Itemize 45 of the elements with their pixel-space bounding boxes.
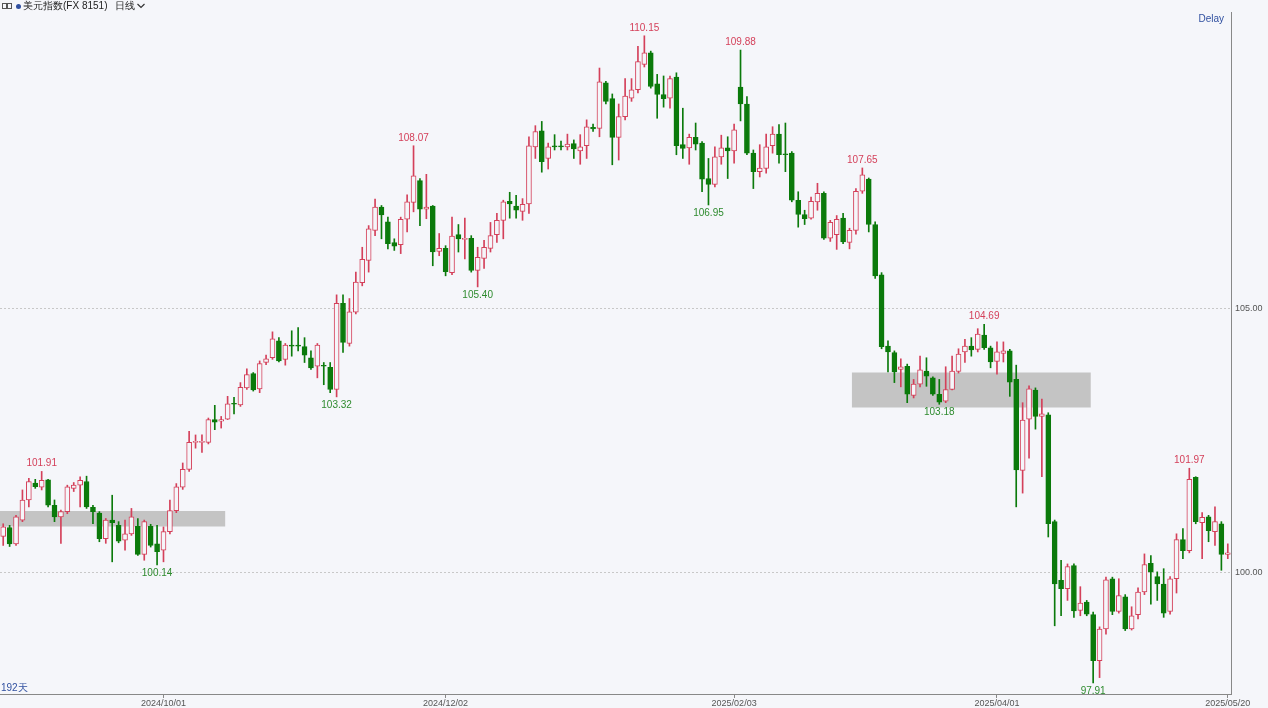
candlestick [320, 362, 327, 386]
candlestick [154, 525, 160, 566]
candlestick [1199, 512, 1205, 559]
annotation: 104.69 [968, 310, 1000, 322]
chart-subtitle: 日线 [115, 0, 136, 13]
candlestick [885, 340, 891, 373]
candlestick [1148, 555, 1154, 605]
candlestick [295, 327, 301, 352]
candlestick [654, 74, 660, 119]
annotation: 97.91 [1080, 684, 1107, 696]
candlestick [231, 397, 237, 415]
candlestick [218, 416, 225, 429]
annotation: 192天 [1, 681, 28, 695]
candlestick [897, 358, 904, 388]
annotation: Delay [1198, 13, 1224, 24]
chart-title: 美元指数(FX 8151) [23, 0, 108, 13]
annotation: 110.15 [629, 21, 660, 33]
annotation: 106.95 [693, 206, 725, 218]
y-tick-label: 105.00 [1235, 302, 1263, 313]
candlestick [58, 509, 64, 544]
annotation: 109.88 [725, 35, 757, 47]
annotation: 101.97 [1174, 454, 1206, 465]
x-tick-label: 2025/04/01 [974, 697, 1020, 708]
x-tick-label: 2024/10/01 [140, 697, 187, 708]
annotation: 100.14 [141, 566, 173, 578]
y-tick-label: 100.00 [1235, 566, 1263, 577]
candlestick [211, 405, 218, 430]
candlestick [122, 519, 128, 551]
x-tick-label: 2025/05/20 [1205, 697, 1251, 708]
annotation: 108.07 [398, 131, 430, 143]
candlestick [436, 233, 443, 257]
candlestick [1039, 398, 1045, 478]
candlestick [1058, 559, 1064, 617]
annotation: 105.40 [462, 288, 494, 300]
candlestick [513, 195, 519, 219]
candlestick [577, 134, 584, 165]
candlestick [77, 476, 83, 508]
x-tick-label: 2024/12/02 [423, 697, 469, 708]
candlestick [962, 338, 968, 363]
annotation: 107.65 [847, 153, 879, 165]
annotation: 103.32 [321, 398, 353, 410]
x-tick-label: 2025/02/03 [711, 697, 757, 708]
annotation: 101.91 [26, 457, 58, 469]
candlestick [288, 330, 295, 357]
annotation: 103.18 [923, 406, 956, 418]
